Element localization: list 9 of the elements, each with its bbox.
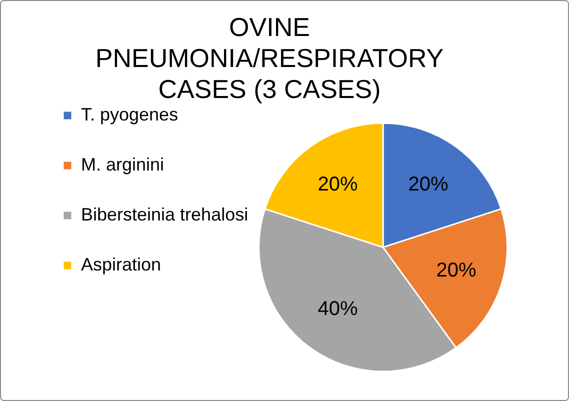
legend-label: T. pyogenes [81,104,178,124]
legend-label: M. arginini [81,154,164,174]
data-label: 20% [408,174,449,196]
legend-label: Aspiration [81,254,162,274]
legend-label: Bibersteinia trehalosi [81,204,248,224]
data-label: 20% [318,174,358,196]
chart-title: OVINE PNEUMONIA/RESPIRATORY CASES (3 CASES) [95,12,444,104]
data-label: 20% [436,260,477,282]
data-label: 40% [318,298,358,320]
